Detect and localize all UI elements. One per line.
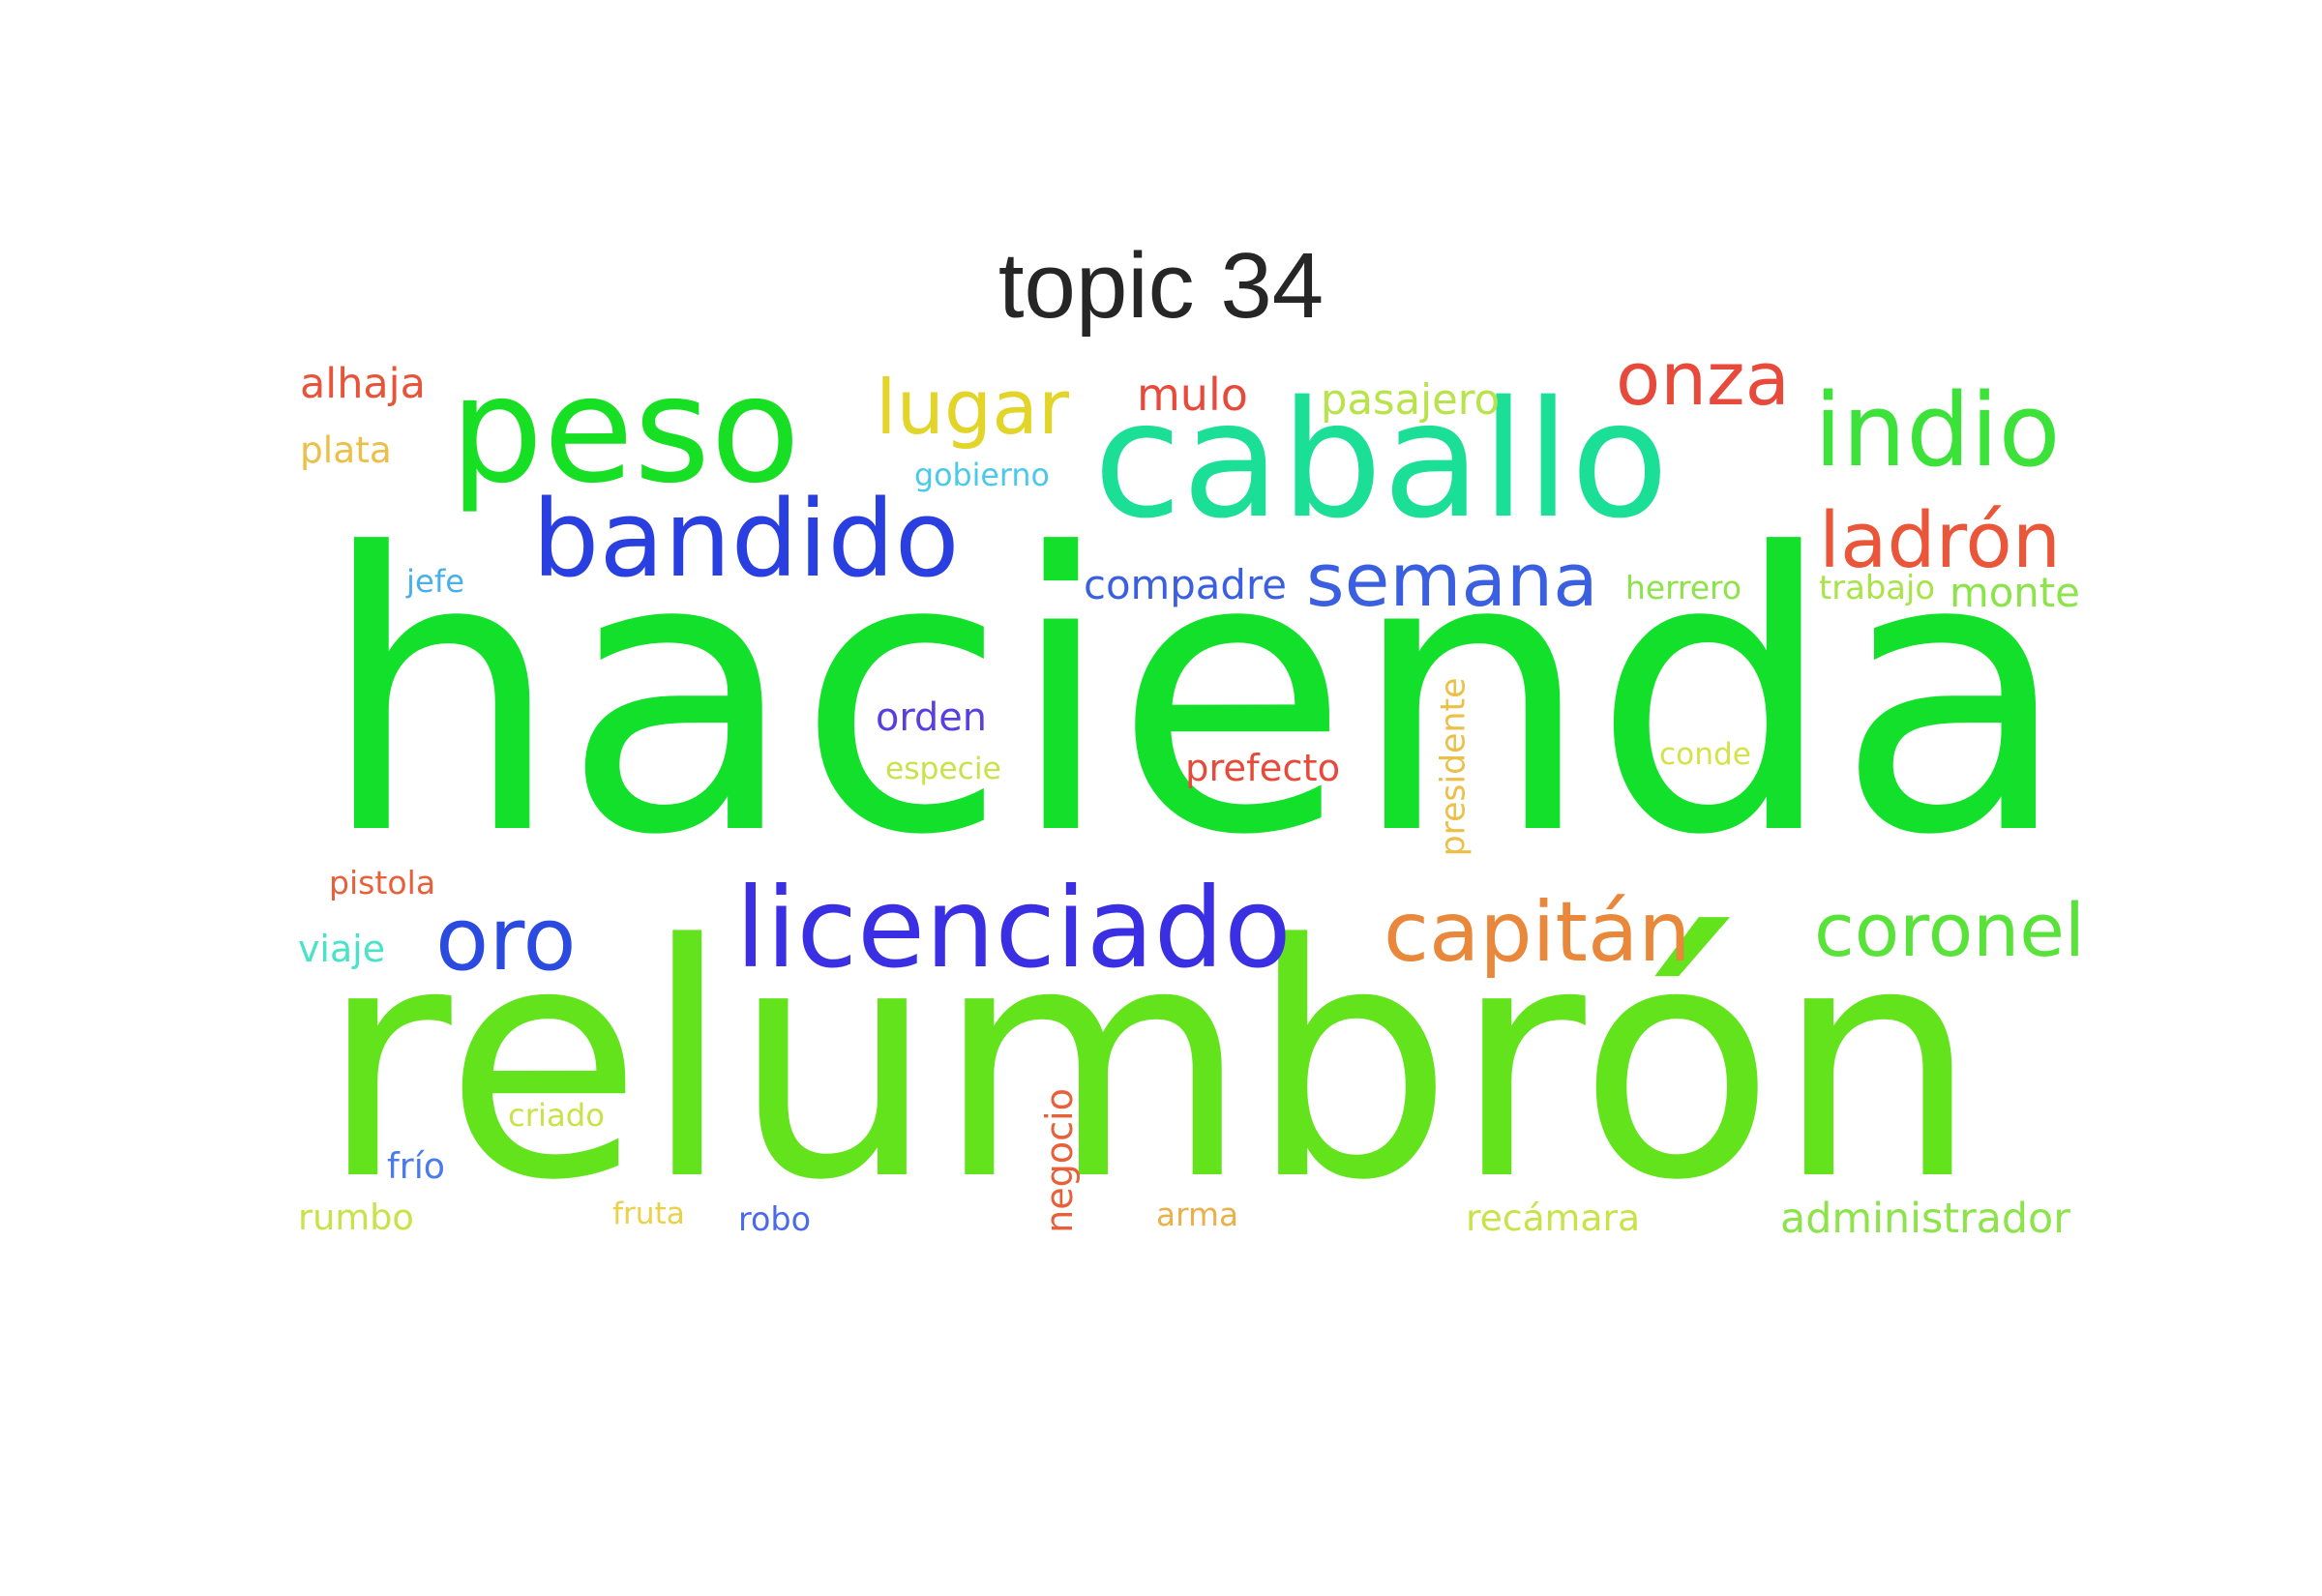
- word-pistola: pistola: [329, 864, 436, 902]
- word-frio: frío: [387, 1144, 445, 1187]
- word-peso: peso: [450, 344, 801, 516]
- word-arma: arma: [1156, 1196, 1239, 1233]
- word-robo: robo: [738, 1200, 812, 1239]
- word-pasajero: pasajero: [1321, 376, 1501, 426]
- word-indio: indio: [1814, 370, 2061, 489]
- word-semana: semana: [1306, 537, 1598, 623]
- word-licenciado: licenciado: [735, 864, 1292, 992]
- word-ladron: ladrón: [1819, 496, 2061, 586]
- word-compadre: compadre: [1084, 561, 1287, 609]
- word-prefecto: prefecto: [1185, 746, 1341, 790]
- word-mulo: mulo: [1137, 368, 1248, 421]
- word-jefe: jefe: [406, 562, 465, 600]
- word-onza: onza: [1616, 336, 1790, 422]
- word-bandido: bandido: [532, 477, 960, 601]
- word-alhaja: alhaja: [300, 359, 426, 408]
- word-plata: plata: [300, 429, 392, 472]
- word-caballo: caballo: [1093, 368, 1669, 555]
- word-gobierno: gobierno: [914, 458, 1050, 494]
- word-orden: orden: [876, 695, 987, 741]
- word-fruta: fruta: [612, 1197, 685, 1232]
- word-recamara: recámara: [1466, 1197, 1641, 1240]
- word-herrero: herrero: [1625, 568, 1742, 606]
- word-negocio: negocio: [1037, 1088, 1081, 1233]
- word-criado: criado: [508, 1096, 606, 1134]
- word-hacienda: hacienda: [319, 473, 2071, 919]
- word-viaje: viaje: [298, 928, 386, 971]
- word-trabajo: trabajo: [1819, 569, 1936, 607]
- word-oro: oro: [435, 889, 577, 991]
- word-lugar: lugar: [876, 364, 1069, 452]
- word-administrador: administrador: [1780, 1194, 2070, 1243]
- word-monte: monte: [1950, 569, 2080, 617]
- topic-title: topic 34: [997, 234, 1325, 338]
- word-rumbo: rumbo: [298, 1196, 414, 1238]
- word-presidente: presidente: [1434, 677, 1474, 856]
- word-capitan: capitán: [1384, 885, 1691, 982]
- word-especie: especie: [885, 752, 1001, 787]
- word-conde: conde: [1659, 737, 1751, 773]
- word-relumbron: relumbrón: [319, 875, 1980, 1251]
- word-coronel: coronel: [1814, 887, 2085, 973]
